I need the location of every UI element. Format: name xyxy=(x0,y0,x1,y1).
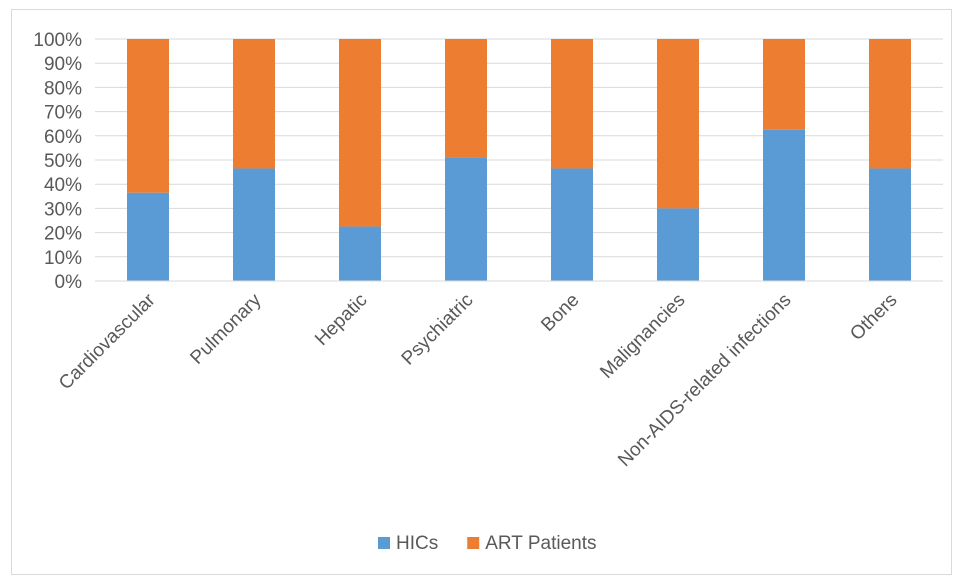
y-tick-label: 40% xyxy=(44,175,82,196)
x-category-label: Bone xyxy=(537,290,583,336)
y-tick-label: 70% xyxy=(44,103,82,124)
bar-art-patients-4 xyxy=(551,39,593,169)
bar-hics-6 xyxy=(763,129,805,281)
bars xyxy=(127,39,911,281)
bar-art-patients-6 xyxy=(763,39,805,130)
bar-art-patients-1 xyxy=(233,39,275,169)
y-axis-tick-labels: 0% 10% 20% 30% 40% 50% 60% 70% 80% 90% 100% xyxy=(33,30,82,293)
bar-hics-1 xyxy=(233,168,275,281)
x-category-label: Hepatic xyxy=(311,290,371,350)
legend-label: HICs xyxy=(396,533,438,554)
x-category-label: Pulmonary xyxy=(186,289,265,368)
bar-hics-5 xyxy=(657,208,699,281)
y-tick-label: 90% xyxy=(44,54,82,75)
bar-art-patients-2 xyxy=(339,39,381,227)
bar-art-patients-5 xyxy=(657,39,699,209)
x-category-label: Others xyxy=(846,290,901,345)
bar-hics-0 xyxy=(127,192,169,281)
y-tick-label: 20% xyxy=(44,224,82,245)
bar-hics-4 xyxy=(551,168,593,281)
y-tick-label: 50% xyxy=(44,151,82,172)
x-category-label: Psychiatric xyxy=(398,290,478,370)
y-tick-label: 10% xyxy=(44,248,82,269)
bar-hics-3 xyxy=(445,157,487,281)
x-category-label: Non-AIDS-related infections xyxy=(614,290,795,471)
legend-swatch-art-patients xyxy=(467,537,480,549)
legend: HICs ART Patients xyxy=(378,533,596,554)
legend-swatch-hics xyxy=(378,537,390,549)
x-category-label: Malignancies xyxy=(596,290,689,383)
bar-art-patients-3 xyxy=(445,39,487,158)
y-tick-label: 80% xyxy=(44,78,82,99)
x-axis-category-labels: Cardiovascular Pulmonary Hepatic Psychiatri… xyxy=(55,289,901,471)
y-tick-label: 30% xyxy=(44,199,82,220)
bar-hics-7 xyxy=(869,168,911,281)
y-tick-label: 60% xyxy=(44,127,82,148)
y-tick-label: 0% xyxy=(55,272,83,293)
gridlines xyxy=(95,38,943,258)
y-tick-label: 100% xyxy=(33,30,82,51)
bar-art-patients-0 xyxy=(127,39,169,193)
x-category-label: Cardiovascular xyxy=(55,289,160,394)
bar-hics-2 xyxy=(339,226,381,281)
bar-art-patients-7 xyxy=(869,39,911,169)
legend-label: ART Patients xyxy=(485,533,596,554)
